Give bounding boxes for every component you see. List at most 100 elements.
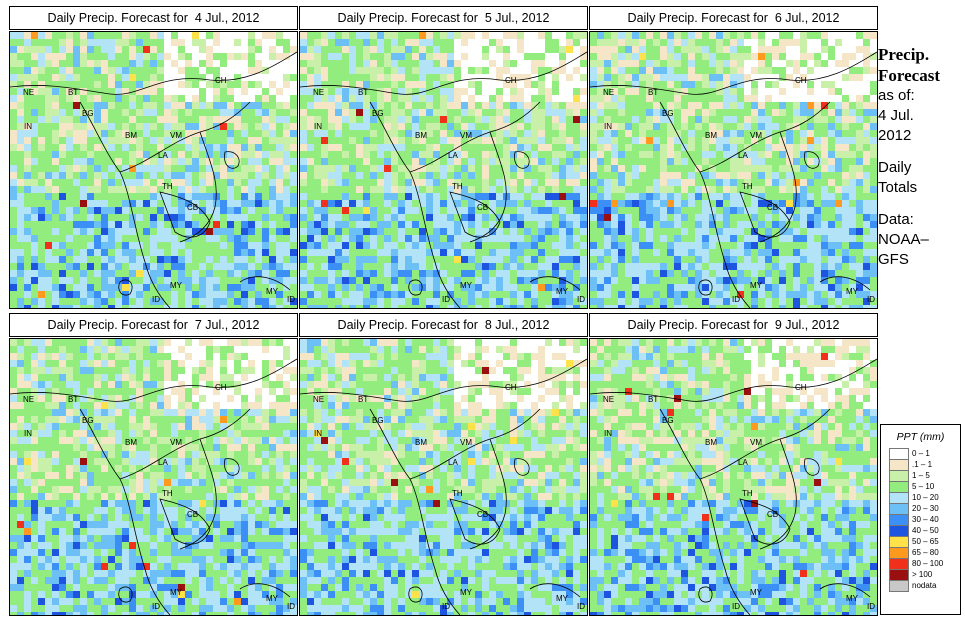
country-label: CB <box>477 510 488 519</box>
country-label: ID <box>152 602 160 611</box>
data-label: Data: <box>878 211 914 228</box>
boundary-line <box>179 131 217 243</box>
country-label: IN <box>24 122 32 131</box>
country-label: CH <box>215 76 227 85</box>
country-label: BT <box>648 88 658 97</box>
legend-item: 0 – 1 <box>889 448 960 460</box>
boundary-line <box>590 51 877 95</box>
country-label: ID <box>442 295 450 304</box>
country-label: LA <box>448 151 458 160</box>
boundary-line <box>224 458 240 476</box>
boundary-line <box>10 358 297 402</box>
legend-label: nodata <box>912 581 937 590</box>
legend-item: 30 – 40 <box>889 514 960 526</box>
country-label: ID <box>287 602 295 611</box>
boundary-line <box>408 586 423 603</box>
country-label: BT <box>68 88 78 97</box>
precip-cells <box>300 339 587 615</box>
panel-title: Daily Precip. Forecast for 8 Jul., 2012 <box>299 313 588 337</box>
boundary-line <box>819 276 871 291</box>
boundary-line <box>159 191 211 238</box>
panel-title: Daily Precip. Forecast for 4 Jul., 2012 <box>9 6 298 30</box>
legend-title: PPT (mm) <box>896 431 945 443</box>
country-label: BT <box>358 88 368 97</box>
country-label: IN <box>604 122 612 131</box>
country-label: LA <box>158 151 168 160</box>
country-label: MY <box>846 594 859 603</box>
country-label: CH <box>505 383 517 392</box>
country-label: NE <box>313 395 324 404</box>
country-label: TH <box>162 182 173 191</box>
country-label: CB <box>477 203 488 212</box>
boundary-line <box>659 408 751 615</box>
boundary-line <box>10 51 297 95</box>
boundary-line <box>469 131 507 243</box>
boundary-line <box>179 438 217 550</box>
country-label: MY <box>266 287 279 296</box>
legend-label: 1 – 5 <box>912 471 930 480</box>
country-label: MY <box>556 287 569 296</box>
legend-item: 50 – 65 <box>889 536 960 548</box>
boundary-line <box>300 358 587 402</box>
country-label: MY <box>750 281 763 290</box>
country-label: NE <box>603 395 614 404</box>
precip-map: NE BT BG IN CH BM VM LA TH CB MY ID MY ID <box>9 338 298 616</box>
legend-item: 1 – 5 <box>889 470 960 482</box>
country-label: LA <box>738 458 748 467</box>
country-label: TH <box>452 182 463 191</box>
country-label: CB <box>187 203 198 212</box>
boundary-line <box>804 458 820 476</box>
precip-cells <box>10 339 297 615</box>
boundary-line <box>529 583 581 598</box>
country-label: MY <box>170 281 183 290</box>
legend-item: nodata <box>889 580 960 592</box>
country-label: IN <box>604 429 612 438</box>
data-source-1: NOAA– <box>878 231 929 248</box>
country-label: LA <box>738 151 748 160</box>
precip-cells <box>590 339 877 615</box>
country-label: NE <box>23 395 34 404</box>
legend-swatch <box>889 580 909 592</box>
precip-map: NE BT BG IN CH BM VM LA TH CB MY ID MY ID <box>299 31 588 309</box>
boundary-line <box>300 51 587 95</box>
country-label: CH <box>795 76 807 85</box>
legend-item: > 100 <box>889 569 960 581</box>
country-label: VM <box>170 438 182 447</box>
country-label: ID <box>732 295 740 304</box>
boundary-line <box>819 583 871 598</box>
boundary-line <box>239 583 291 598</box>
legend-label: 5 – 10 <box>912 482 935 491</box>
country-label: ID <box>867 602 875 611</box>
precip-map-svg: NE BT BG IN CH BM VM LA TH CB MY ID MY ID <box>590 339 877 615</box>
country-label: CB <box>187 510 198 519</box>
boundary-line <box>369 408 461 615</box>
boundary-line <box>514 151 530 169</box>
country-label: CB <box>767 203 778 212</box>
country-label: BT <box>648 395 658 404</box>
boundary-line <box>79 101 171 308</box>
country-label: BG <box>82 416 94 425</box>
country-label: ID <box>287 295 295 304</box>
country-label: BT <box>358 395 368 404</box>
boundary-line <box>369 101 461 308</box>
precip-cells <box>590 32 877 308</box>
data-source-2: GFS <box>878 251 909 268</box>
country-label: MY <box>460 588 473 597</box>
country-label: CH <box>215 383 227 392</box>
country-label: TH <box>742 489 753 498</box>
country-label: ID <box>442 602 450 611</box>
country-label: BG <box>662 416 674 425</box>
forecast-panel-jul-8: Daily Precip. Forecast for 8 Jul., 2012 … <box>299 313 588 616</box>
precip-map-svg: NE BT BG IN CH BM VM LA TH CB MY ID MY ID <box>10 32 297 308</box>
country-label: BM <box>705 131 717 140</box>
country-label: ID <box>577 602 585 611</box>
boundary-line <box>759 131 797 243</box>
country-label: VM <box>170 131 182 140</box>
country-label: BG <box>82 109 94 118</box>
boundary-line <box>739 191 791 238</box>
panel-title: Daily Precip. Forecast for 5 Jul., 2012 <box>299 6 588 30</box>
boundary-line <box>804 151 820 169</box>
boundary-line <box>659 101 751 308</box>
precip-map-svg: NE BT BG IN CH BM VM LA TH CB MY ID MY ID <box>300 32 587 308</box>
country-label: NE <box>603 88 614 97</box>
